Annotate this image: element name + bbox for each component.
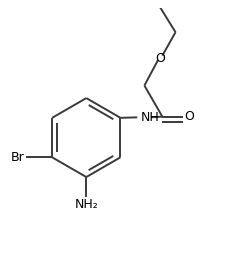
- Text: O: O: [155, 51, 165, 65]
- Text: NH: NH: [140, 111, 159, 124]
- Text: Br: Br: [11, 151, 25, 164]
- Text: O: O: [184, 110, 194, 123]
- Text: NH₂: NH₂: [75, 198, 98, 211]
